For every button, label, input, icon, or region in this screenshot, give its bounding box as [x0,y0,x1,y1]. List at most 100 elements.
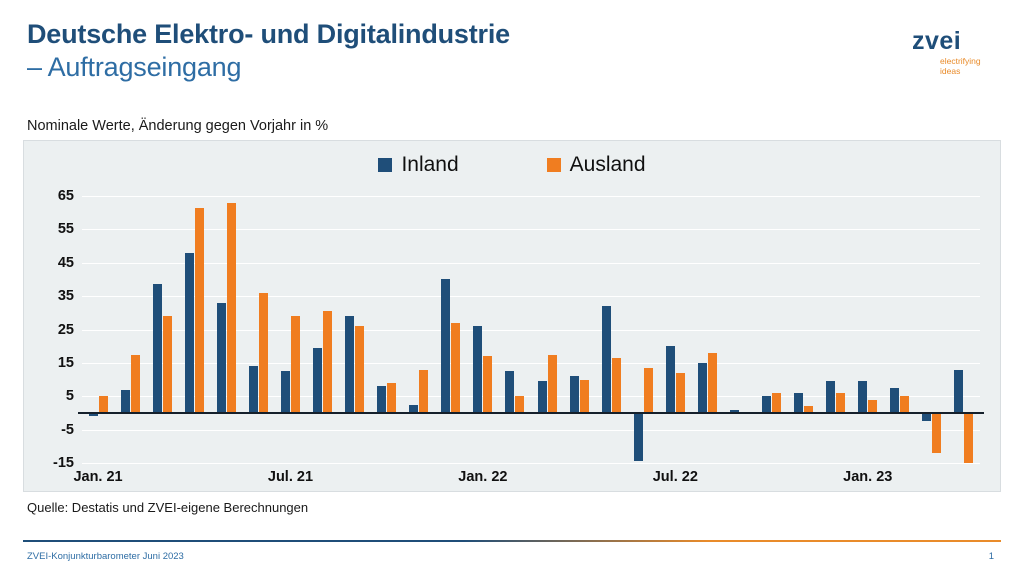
y-axis-tick-label: 35 [57,288,74,305]
logo-wordmark: zvei [912,27,962,55]
gridline [82,429,980,431]
bar-inland [890,387,900,413]
bar-inland [794,392,804,413]
bar-ausland [579,379,589,413]
bar-ausland [355,326,365,413]
bar-ausland [451,322,461,413]
bar-inland [409,404,419,413]
bar-inland [184,252,194,413]
bar-ausland [932,412,942,453]
y-axis-tick-label: 55 [57,221,74,238]
x-axis-tick-label: Jan. 22 [458,469,508,485]
x-axis-tick-label: Jul. 22 [652,469,698,485]
bar-inland [537,381,547,413]
footer-divider [23,540,1001,542]
bar-ausland [258,292,268,413]
bar-ausland [675,372,685,413]
bar-inland [826,381,836,413]
bar-ausland [836,392,846,413]
source-note: Quelle: Destatis und ZVEI-eigene Berechn… [27,500,309,515]
zero-axis-line [78,411,984,415]
bar-inland [473,326,483,413]
bar-ausland [611,357,621,413]
bar-ausland [515,396,525,413]
page-number: 1 [988,551,994,562]
bar-ausland [547,354,557,413]
legend-label-ausland: Ausland [569,153,646,176]
bar-inland [505,371,515,413]
bar-inland [280,371,290,413]
zvei-logo: zvei electrifying ideas [912,28,998,76]
gridline [82,329,980,331]
y-axis-tick-label: 5 [65,388,74,405]
bar-inland [441,279,451,413]
bar-inland [858,381,868,413]
gridline [82,262,980,264]
bar-ausland [290,316,300,413]
bar-inland [88,412,98,417]
x-axis-tick-label: Jan. 21 [73,469,123,485]
legend-item-ausland[interactable]: Ausland [546,153,646,177]
bar-inland [569,376,579,413]
bar-ausland [772,392,782,413]
bar-inland [729,409,739,413]
legend-label-inland: Inland [401,153,459,176]
bar-inland [954,369,964,413]
bar-ausland [226,202,236,413]
y-axis-tick-label: 65 [57,188,74,204]
bar-ausland [194,207,204,413]
bar-ausland [804,406,814,413]
legend-swatch-inland [378,158,393,172]
bar-inland [216,302,226,413]
bar-inland [633,412,643,462]
bar-ausland [900,396,910,413]
page-title: Deutsche Elektro- und Digitalindustrie [27,19,510,49]
bar-ausland [387,382,397,413]
bar-ausland [98,396,108,413]
bar-inland [601,306,611,413]
gridline [82,362,980,364]
gridline [82,463,980,464]
bar-ausland [868,399,878,413]
bar-ausland [707,352,717,413]
footer-label: ZVEI-Konjunkturbarometer Juni 2023 [27,551,184,562]
bar-ausland [162,316,172,413]
gridline [82,296,980,298]
y-axis-tick-label: -15 [53,455,74,471]
bar-ausland [483,356,493,413]
bar-inland [665,346,675,413]
bar-ausland [419,369,429,413]
bar-inland [377,386,387,413]
logo-tagline: electrifying ideas [940,56,981,76]
plot-area: 65 55 45 35 25 15 5 -5 -15 Jan. 21 Jul. 21 Jan. 22… [53,188,984,485]
bar-ausland [130,354,140,413]
legend-item-inland[interactable]: Inland [378,153,459,177]
bar-series-container [82,196,980,463]
bar-inland [345,316,355,413]
bar-ausland [323,311,333,413]
chart-panel: Inland Ausland 65 55 45 35 25 15 5 -5 -15 Jan. 2… [23,140,1001,492]
y-axis-tick-label: 25 [57,321,74,338]
y-axis-tick-label: 45 [57,254,74,271]
bar-inland [762,396,772,413]
bar-inland [120,389,130,413]
x-axis-tick-label: Jul. 21 [267,469,314,485]
gridline [82,229,980,231]
bar-inland [248,366,258,413]
bar-ausland [964,412,974,463]
bar-inland [697,362,707,413]
gridline [82,196,980,197]
legend-swatch-ausland [546,158,561,172]
bar-inland [313,347,323,413]
bar-inland [922,412,932,422]
bar-inland [152,284,162,413]
page-subtitle-title: – Auftragseingang [27,52,242,82]
gridline [82,396,980,398]
y-axis-tick-label: -5 [61,421,74,438]
bar-ausland [643,367,653,413]
title-block: Deutsche Elektro- und Digitalindustrie –… [27,18,510,84]
x-axis-tick-label: Jan. 23 [843,469,893,485]
y-axis-tick-label: 15 [57,354,74,371]
chart-subtitle: Nominale Werte, Änderung gegen Vorjahr i… [27,118,329,134]
